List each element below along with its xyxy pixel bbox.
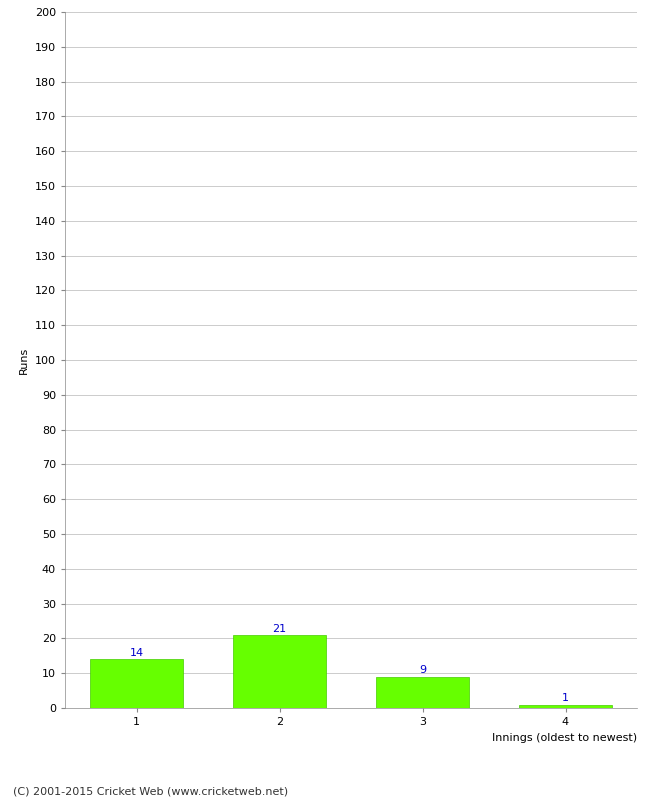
Bar — [233, 635, 326, 708]
Bar — [376, 677, 469, 708]
Y-axis label: Runs: Runs — [20, 346, 29, 374]
X-axis label: Innings (oldest to newest): Innings (oldest to newest) — [492, 733, 637, 742]
Text: 14: 14 — [129, 648, 144, 658]
Text: (C) 2001-2015 Cricket Web (www.cricketweb.net): (C) 2001-2015 Cricket Web (www.cricketwe… — [13, 786, 288, 796]
Text: 21: 21 — [272, 623, 287, 634]
Text: 9: 9 — [419, 666, 426, 675]
Bar — [519, 705, 612, 708]
Text: 1: 1 — [562, 693, 569, 703]
Bar — [90, 659, 183, 708]
